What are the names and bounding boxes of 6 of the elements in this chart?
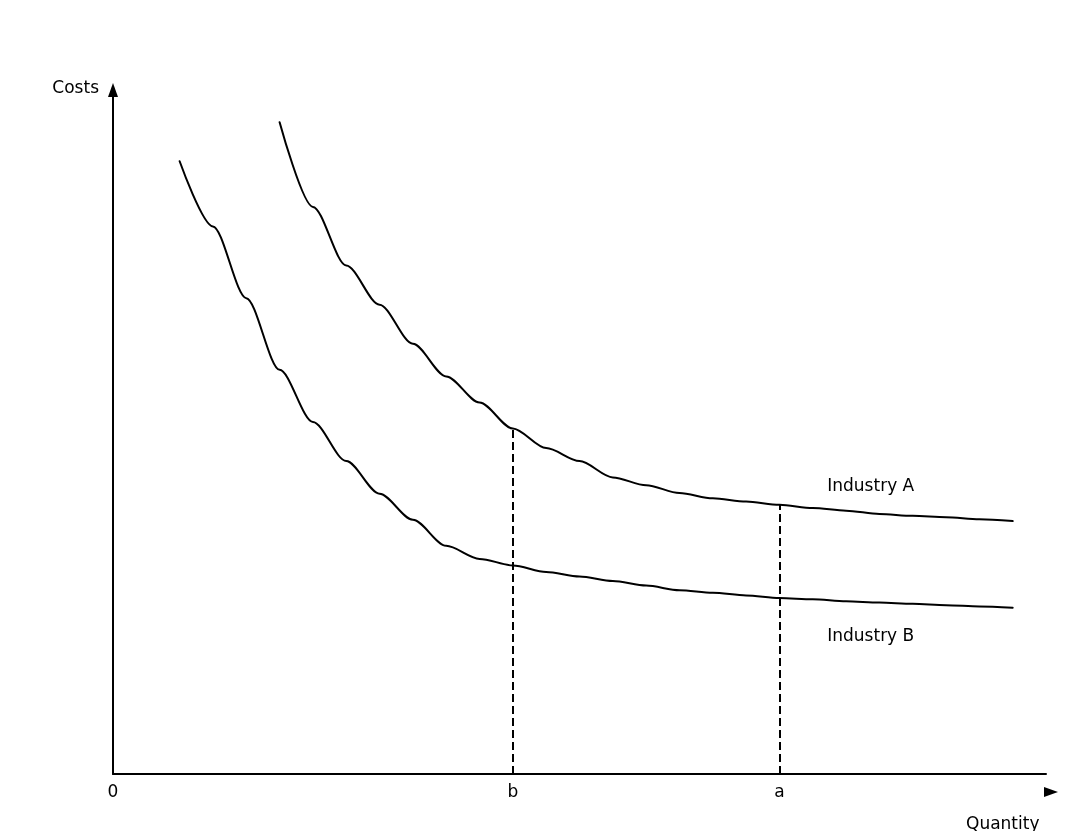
- y-axis-title: Costs: [52, 76, 100, 97]
- series-label: Industry B: [827, 624, 915, 645]
- x-tick-label: b: [507, 780, 519, 801]
- x-tick-label: 0: [107, 780, 119, 801]
- series-label: Industry A: [827, 474, 915, 495]
- x-tick-label: a: [774, 780, 785, 801]
